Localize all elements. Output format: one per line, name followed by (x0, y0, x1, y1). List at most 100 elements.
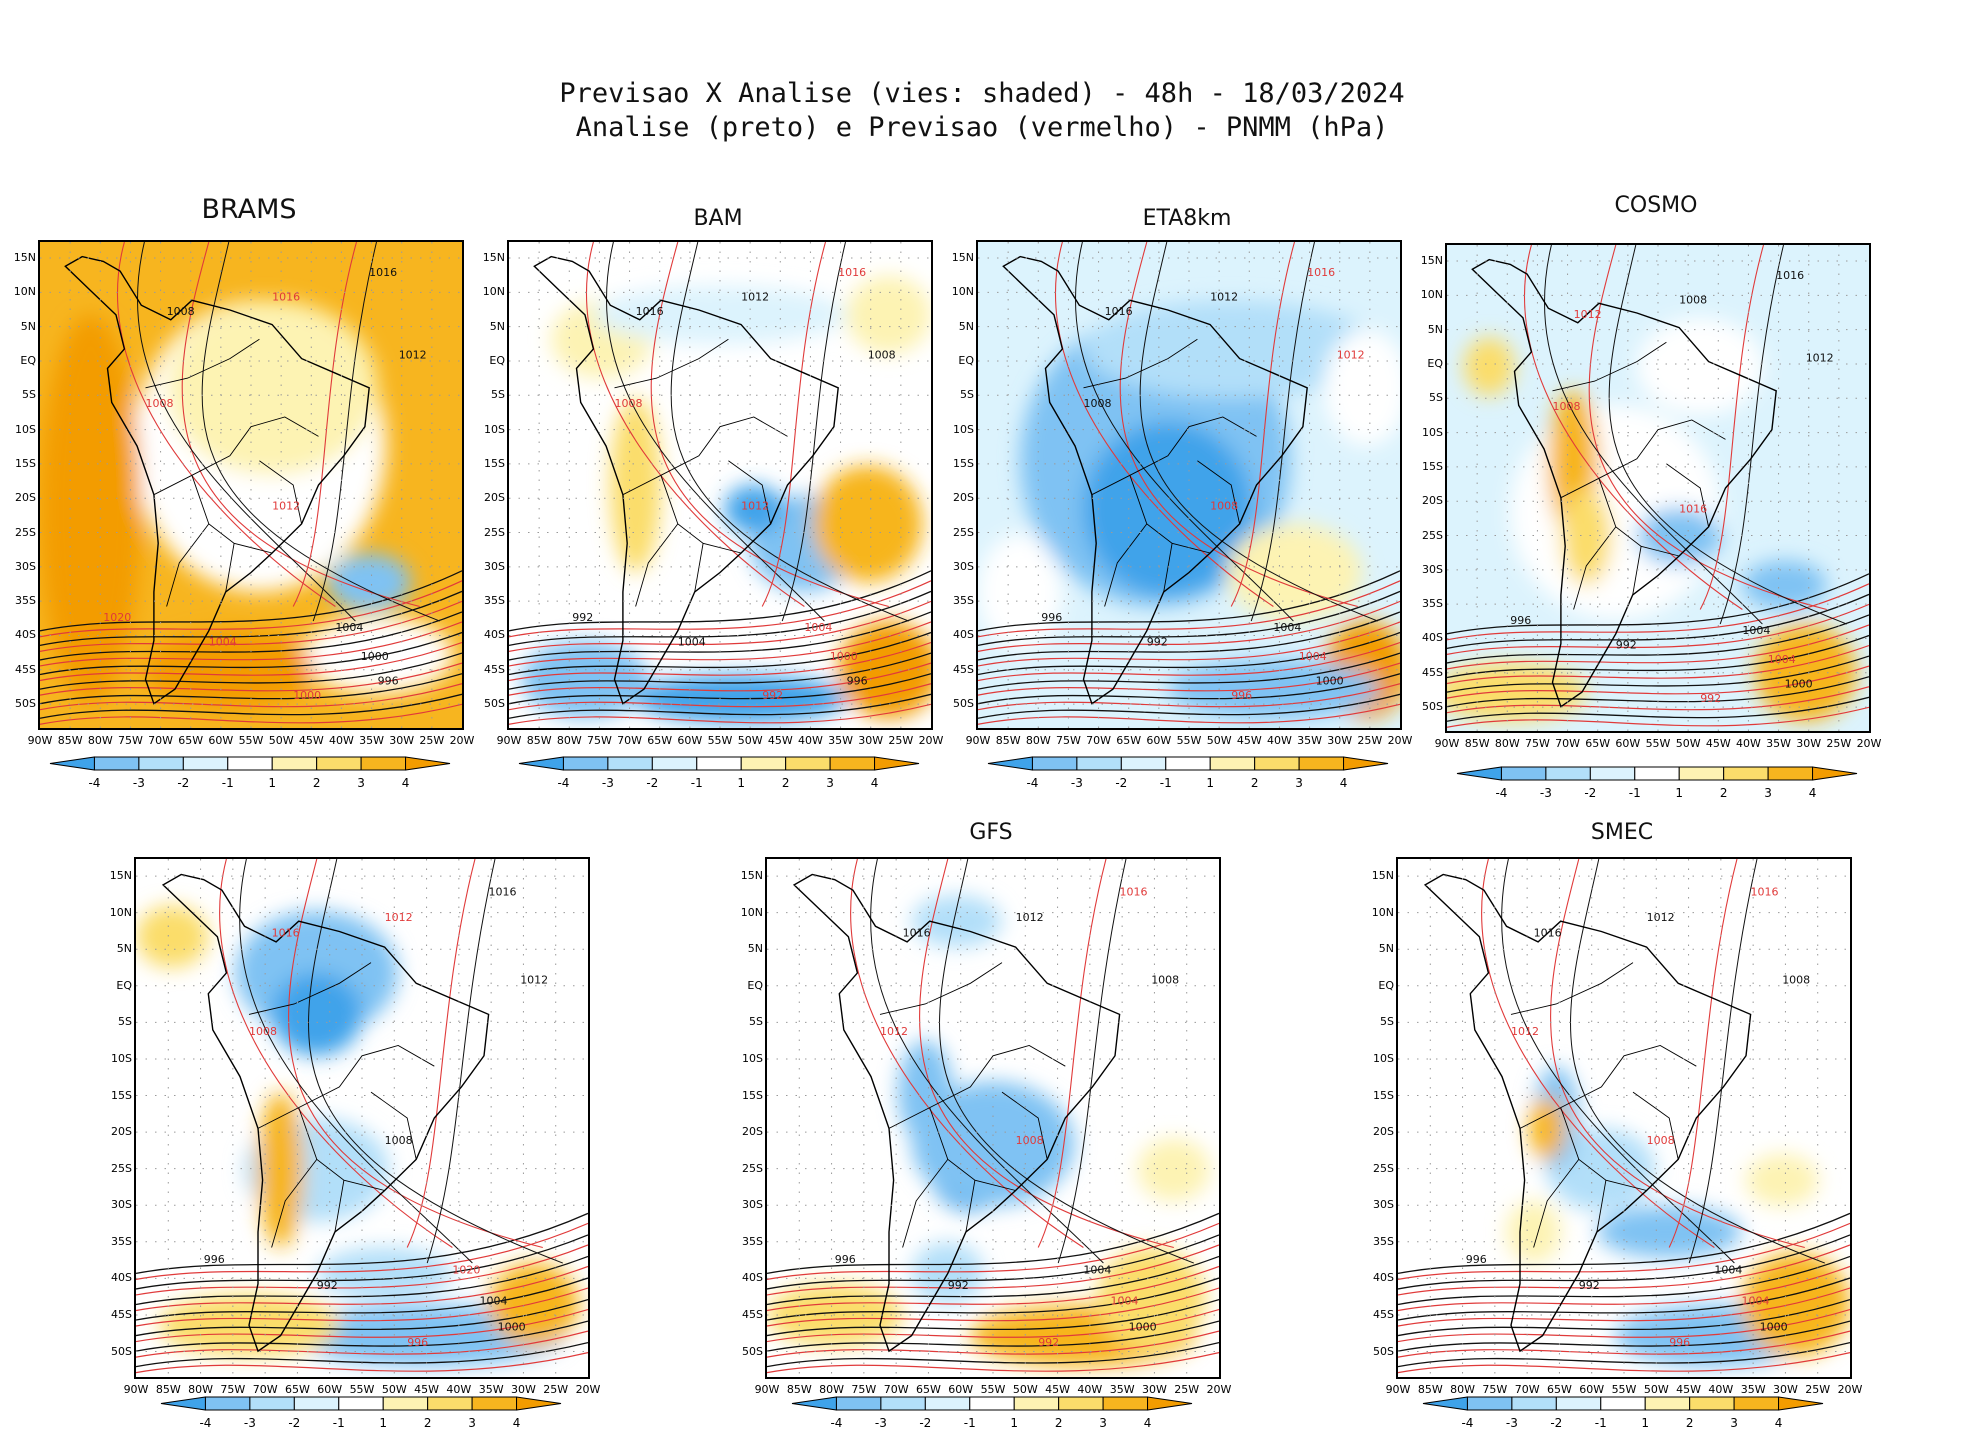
lon-tick-label: 50W (1206, 734, 1232, 747)
bias-area (258, 1092, 304, 1248)
analysis-isobar (1719, 245, 1784, 625)
colorbar-swatch (1147, 1396, 1193, 1411)
country-border (145, 338, 260, 389)
forecast-isobar (767, 1287, 1219, 1327)
colorbar-label: -2 (1115, 776, 1127, 790)
lon-tick-label: 60W (948, 1383, 974, 1396)
analysis-isobar (1688, 859, 1758, 1264)
isobar-label: 1008 (615, 397, 643, 410)
lat-tick-label: 25S (953, 525, 974, 539)
coastline (1002, 255, 1308, 705)
lon-tick-label: 65W (915, 1383, 941, 1396)
country-border (1163, 543, 1173, 592)
colorbar-label: 3 (826, 776, 834, 790)
colorbar-swatch (49, 756, 95, 771)
lon-tick-label: 45W (767, 734, 793, 747)
colorbar-swatch (338, 1396, 384, 1411)
lon-tick-label: 75W (1055, 734, 1081, 747)
colorbar-label: 4 (1809, 786, 1817, 800)
lat-tick-label: 15S (111, 1088, 132, 1102)
lat-tick-label: 35S (484, 594, 505, 608)
lon-tick-label: 70W (883, 1383, 909, 1396)
lon-tick-label: 35W (1297, 734, 1322, 747)
analysis-isobar (1447, 676, 1869, 708)
isobar-label: 1016 (1751, 885, 1779, 898)
lon-tick-label: 65W (1546, 1383, 1572, 1396)
bias-area (1746, 1154, 1819, 1207)
lon-tick-label: 85W (1417, 1383, 1443, 1396)
lat-tick-label: 5S (749, 1015, 763, 1029)
forecast-isobar (978, 600, 1400, 652)
analysis-isobar (137, 242, 356, 622)
analysis-isobar (1447, 655, 1869, 693)
lat-tick-label: 15S (15, 456, 36, 470)
forecast-isobar (1398, 1265, 1850, 1312)
bias-area (1529, 1097, 1566, 1160)
lat-tick-label: 5N (747, 942, 763, 956)
analysis-isobar (40, 693, 462, 719)
colorbar: -4 -3 -2 -1 1 2 3 4 (987, 756, 1389, 794)
colorbar-swatch (1733, 1396, 1780, 1411)
isobar-label: 1008 (146, 397, 174, 410)
colorbar-swatch (1422, 1396, 1468, 1411)
lat-tick-label: 25S (111, 1161, 132, 1175)
analysis-isobar (978, 673, 1400, 705)
analysis-isobar (1608, 245, 1847, 625)
colorbar-label: -4 (199, 1416, 211, 1430)
coastline (1471, 258, 1777, 708)
lon-tick-label: 20W (1387, 734, 1413, 747)
lat-tick-label: 20S (1373, 1125, 1394, 1139)
country-border (614, 338, 729, 389)
isobar-label: 1012 (1647, 911, 1675, 924)
colorbar-label: -1 (964, 1416, 976, 1430)
lon-tick-label: 30W (1327, 734, 1353, 747)
colorbar-label: -1 (1595, 1416, 1607, 1430)
lat-tick-label: 25S (484, 525, 505, 539)
colorbar-label: 1 (1675, 786, 1683, 800)
bias-map: 1016 1008 1012 1016 1008 1012 1004 1000 996 1020 1… (40, 242, 462, 728)
forecast-isobar (767, 1265, 1219, 1312)
lon-tick-label: 65W (178, 734, 204, 747)
map-frame: 1016 1016 1008 1012 1012 1008 1004 1004 1000 996 9… (765, 857, 1221, 1379)
lon-tick-label: 90W (27, 734, 53, 747)
lon-tick-label: 35W (828, 734, 853, 747)
lon-tick-label: 90W (965, 734, 991, 747)
forecast-isobar (1398, 1352, 1850, 1374)
analysis-isobar (40, 590, 462, 647)
analysis-isobar (239, 859, 473, 1264)
lon-tick-label: 40W (797, 734, 823, 747)
isobar-label: 1004 (1742, 1294, 1770, 1307)
isobar-label: 1012 (1337, 349, 1365, 362)
colorbar-label: -4 (1026, 776, 1038, 790)
lat-tick-label: EQ (747, 978, 763, 992)
lat-tick-label: 20S (1422, 494, 1443, 508)
colorbar-label: -2 (1584, 786, 1596, 800)
bias-area (316, 1247, 453, 1300)
forecast-isobar (978, 580, 1400, 638)
colorbar-label: 2 (1686, 1416, 1694, 1430)
isobar-label: 992 (1147, 635, 1168, 648)
colorbar-swatch (160, 1396, 206, 1411)
country-border (1083, 338, 1198, 389)
colorbar-label: -3 (1071, 776, 1083, 790)
lat-tick-label: 15S (1373, 1088, 1394, 1102)
isobar-label: 1012 (1574, 308, 1602, 321)
lon-tick-label: 50W (381, 1383, 407, 1396)
analysis-isobar (670, 242, 909, 622)
bias-map: 1016 1012 1012 1008 1008 1016 1004 1004 1000 996 9… (1447, 245, 1869, 731)
lat-tick-label: 15S (953, 456, 974, 470)
lat-tick-label: EQ (20, 353, 36, 367)
forecast-isobar (136, 1265, 588, 1312)
lon-tick-label: 45W (1705, 737, 1731, 750)
lat-tick-label: 45S (1373, 1307, 1394, 1321)
forecast-isobar (136, 1244, 588, 1296)
forecast-isobar (509, 641, 931, 682)
bias-area (326, 553, 412, 612)
forecast-isobar (1447, 665, 1869, 699)
lon-tick-label: 65W (284, 1383, 310, 1396)
lat-tick-label: 15N (1371, 869, 1394, 883)
forecast-isobar (1447, 686, 1869, 714)
lat-tick-label: 10N (1420, 288, 1443, 302)
lat-tick-label: 50S (484, 697, 505, 711)
lon-tick-label: 25W (1826, 737, 1852, 750)
